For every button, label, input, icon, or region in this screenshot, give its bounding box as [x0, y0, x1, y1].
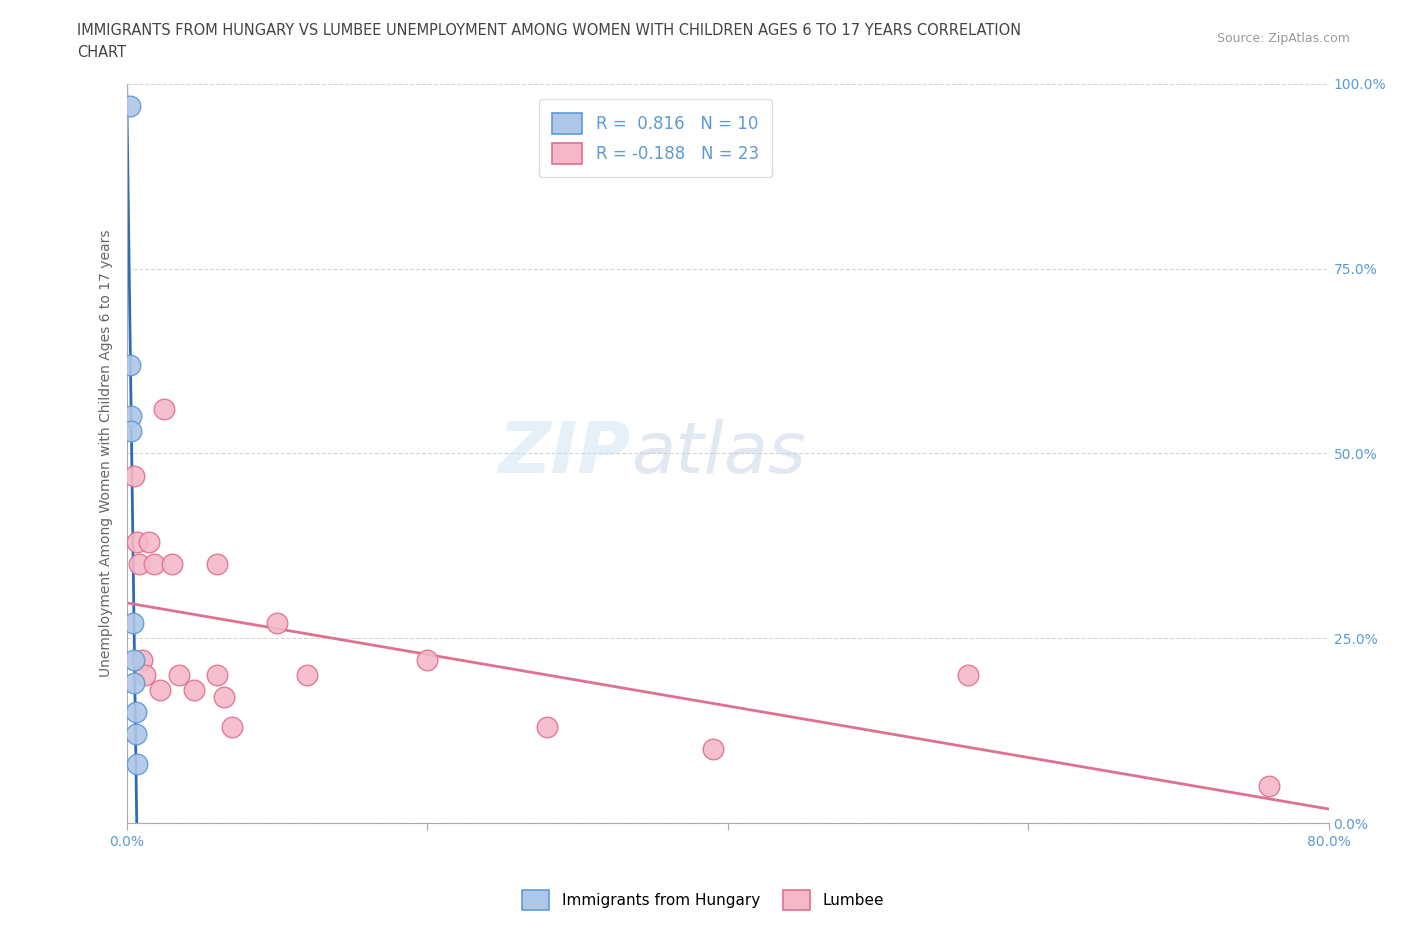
Text: atlas: atlas	[631, 418, 806, 488]
Point	[121, 616, 143, 631]
Point	[416, 653, 439, 668]
Point	[160, 557, 183, 572]
Point	[128, 557, 150, 572]
Point	[125, 756, 148, 771]
Point	[702, 742, 724, 757]
Point	[956, 668, 979, 683]
Text: Source: ZipAtlas.com: Source: ZipAtlas.com	[1216, 32, 1350, 45]
Point	[205, 557, 228, 572]
Point	[134, 668, 156, 683]
Point	[131, 653, 153, 668]
Point	[153, 402, 176, 417]
Text: CHART: CHART	[77, 45, 127, 60]
Point	[124, 705, 146, 720]
Point	[149, 683, 172, 698]
Point	[122, 653, 145, 668]
Point	[120, 424, 142, 439]
Point	[212, 690, 235, 705]
Point	[266, 616, 288, 631]
Legend: R =  0.816   N = 10, R = -0.188   N = 23: R = 0.816 N = 10, R = -0.188 N = 23	[538, 100, 772, 178]
Point	[221, 720, 243, 735]
Point	[536, 720, 558, 735]
Point	[122, 675, 145, 690]
Text: ZIP: ZIP	[499, 418, 631, 488]
Text: IMMIGRANTS FROM HUNGARY VS LUMBEE UNEMPLOYMENT AMONG WOMEN WITH CHILDREN AGES 6 : IMMIGRANTS FROM HUNGARY VS LUMBEE UNEMPL…	[77, 23, 1021, 38]
Point	[122, 468, 145, 483]
Point	[167, 668, 190, 683]
Point	[118, 99, 141, 113]
Point	[205, 668, 228, 683]
Y-axis label: Unemployment Among Women with Children Ages 6 to 17 years: Unemployment Among Women with Children A…	[100, 230, 114, 677]
Point	[125, 535, 148, 550]
Point	[138, 535, 160, 550]
Point	[295, 668, 318, 683]
Point	[120, 409, 142, 424]
Point	[142, 557, 165, 572]
Point	[118, 357, 141, 372]
Point	[1257, 778, 1279, 793]
Point	[183, 683, 205, 698]
Point	[124, 727, 146, 742]
Legend: Immigrants from Hungary, Lumbee: Immigrants from Hungary, Lumbee	[515, 883, 891, 918]
